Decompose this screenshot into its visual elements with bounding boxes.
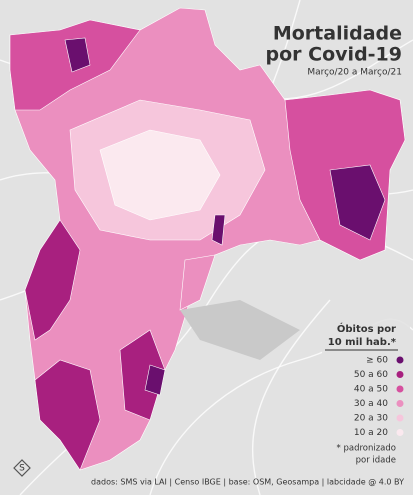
legend-title: Óbitos por: [337, 322, 396, 335]
city-regions: [9, 7, 406, 471]
title-line: Mortalidade: [273, 23, 402, 45]
credits: dados: SMS via LAI | Censo IBGE | base: …: [91, 478, 404, 487]
legend-swatch: [396, 385, 404, 393]
legend-note: * padronizado: [337, 444, 396, 454]
legend-label: 20 a 30: [354, 414, 388, 424]
legend-swatch: [396, 371, 404, 378]
region: [119, 329, 166, 421]
region: [64, 37, 91, 73]
legend-swatch: [396, 356, 404, 364]
legend-label: 40 a 50: [354, 385, 388, 395]
subtitle: Março/20 a Março/21: [307, 68, 402, 78]
region: [99, 129, 221, 221]
legend-label: 10 a 20: [354, 428, 388, 438]
region: [24, 219, 81, 341]
reservoir: [180, 300, 300, 360]
legend-items: ≥ 60 50 a 60 40 a 50 30 a 40 20 a 30 10 a 20: [354, 356, 404, 438]
legend-label: ≥ 60: [366, 356, 388, 366]
svg-text:S: S: [19, 464, 25, 474]
legend-box: [322, 318, 410, 470]
legend-label: 30 a 40: [354, 399, 388, 409]
region: [211, 214, 226, 246]
region: [144, 364, 166, 396]
legend-swatch: [396, 429, 404, 436]
region: [329, 164, 386, 241]
legend-label: 50 a 60: [354, 370, 388, 380]
legend-swatch: [396, 414, 404, 422]
region: [179, 254, 216, 311]
legend-title: 10 mil hab.*: [328, 337, 397, 348]
title-line: por Covid-19: [266, 44, 402, 66]
legend-note: por idade: [356, 456, 396, 466]
legend-swatch: [396, 400, 404, 407]
region: [34, 359, 101, 471]
logo: S: [13, 459, 31, 477]
